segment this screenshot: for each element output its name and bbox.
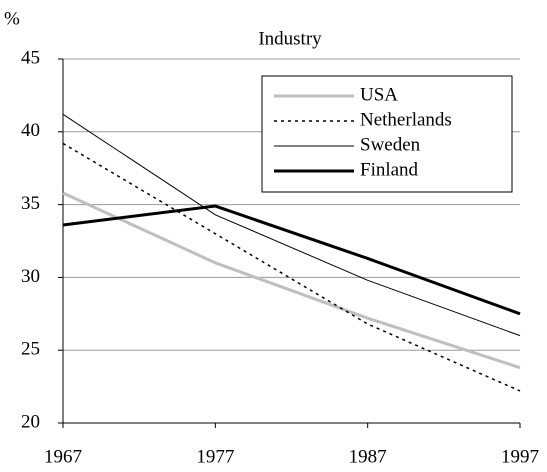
series-line bbox=[62, 204, 521, 316]
x-tick-label: 1967 bbox=[44, 446, 82, 467]
legend-box bbox=[261, 75, 513, 193]
y-tick-label: 25 bbox=[21, 339, 40, 360]
series-line bbox=[62, 113, 521, 337]
y-tick-label: 45 bbox=[21, 47, 40, 68]
x-tick-label: 1977 bbox=[196, 446, 234, 467]
legend-label: Netherlands bbox=[360, 109, 452, 130]
series-line bbox=[62, 191, 521, 370]
chart-title: Industry bbox=[258, 28, 322, 49]
y-tick-label: 40 bbox=[21, 120, 40, 141]
x-tick-label: 1997 bbox=[501, 446, 539, 467]
y-tick-label: 20 bbox=[21, 411, 40, 432]
x-tick-label: 1987 bbox=[349, 446, 387, 467]
y-tick-label: 30 bbox=[21, 266, 40, 287]
y-tick-label: 35 bbox=[21, 193, 40, 214]
y-axis-label: % bbox=[4, 8, 20, 29]
legend-label: USA bbox=[360, 84, 398, 105]
legend-label: Sweden bbox=[360, 134, 421, 155]
legend-label: Finland bbox=[360, 159, 419, 180]
